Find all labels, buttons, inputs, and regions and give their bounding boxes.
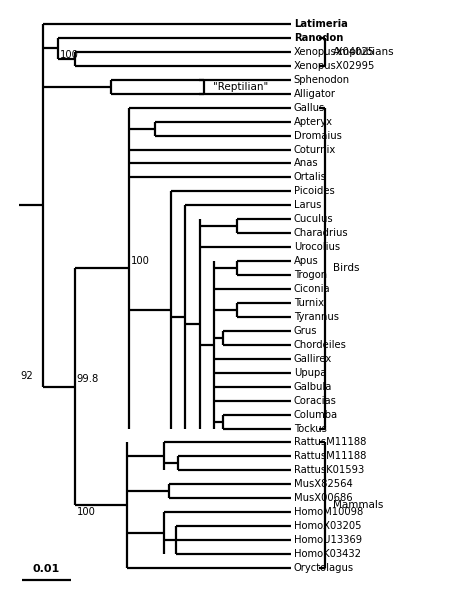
Text: XenopusX02995: XenopusX02995: [294, 61, 375, 71]
Text: Upupa: Upupa: [294, 368, 326, 378]
Text: Alligator: Alligator: [294, 89, 336, 99]
Text: HomoK03432: HomoK03432: [294, 549, 361, 559]
Text: Mammals: Mammals: [333, 500, 383, 510]
Text: Galbula: Galbula: [294, 382, 332, 392]
Text: MusX00686: MusX00686: [294, 493, 352, 503]
Text: HomoX03205: HomoX03205: [294, 521, 361, 531]
Text: HomoM10098: HomoM10098: [294, 507, 363, 517]
Text: Ciconia: Ciconia: [294, 284, 330, 294]
Text: Tockus: Tockus: [294, 424, 327, 433]
Text: Trogon: Trogon: [294, 270, 327, 280]
Text: 0.01: 0.01: [33, 564, 60, 574]
Text: Apus: Apus: [294, 256, 319, 266]
Text: 100: 100: [77, 507, 96, 518]
Text: Charadrius: Charadrius: [294, 228, 348, 238]
Text: "Reptilian": "Reptilian": [213, 82, 268, 92]
Text: Gallus: Gallus: [294, 103, 325, 113]
Text: RattusM11188: RattusM11188: [294, 438, 366, 447]
Text: 99.8: 99.8: [77, 375, 99, 384]
Text: RattusK01593: RattusK01593: [294, 465, 364, 476]
Text: 92: 92: [20, 371, 33, 381]
Text: Coracias: Coracias: [294, 395, 337, 406]
Text: RattusM11188: RattusM11188: [294, 452, 366, 461]
Text: Coturnix: Coturnix: [294, 144, 336, 155]
Text: MusX82564: MusX82564: [294, 479, 353, 490]
Text: Latimeria: Latimeria: [294, 19, 347, 29]
Text: Apteryx: Apteryx: [294, 117, 333, 127]
Text: Oryctolagus: Oryctolagus: [294, 563, 354, 573]
Text: Birds: Birds: [333, 263, 360, 273]
Text: Urocolius: Urocolius: [294, 242, 340, 252]
Text: Grus: Grus: [294, 326, 317, 336]
Text: Columba: Columba: [294, 409, 338, 420]
Text: Larus: Larus: [294, 200, 321, 211]
Text: Tyrannus: Tyrannus: [294, 312, 339, 322]
Text: 100: 100: [59, 50, 78, 60]
Text: Chordeiles: Chordeiles: [294, 340, 346, 350]
Text: Ranodon: Ranodon: [294, 33, 343, 43]
Text: Dromaius: Dromaius: [294, 130, 342, 141]
Text: Sphenodon: Sphenodon: [294, 75, 350, 85]
Text: 100: 100: [131, 256, 149, 266]
Text: Anas: Anas: [294, 159, 319, 168]
Text: Gallirex: Gallirex: [294, 354, 332, 364]
Text: XenopusX04025: XenopusX04025: [294, 47, 375, 57]
Text: HomoU13369: HomoU13369: [294, 535, 362, 545]
Text: Ortalis: Ortalis: [294, 173, 327, 182]
Text: Amphibians: Amphibians: [333, 47, 395, 57]
Text: Picoides: Picoides: [294, 187, 335, 196]
Text: Cuculus: Cuculus: [294, 214, 333, 224]
Text: Turnix: Turnix: [294, 298, 324, 308]
